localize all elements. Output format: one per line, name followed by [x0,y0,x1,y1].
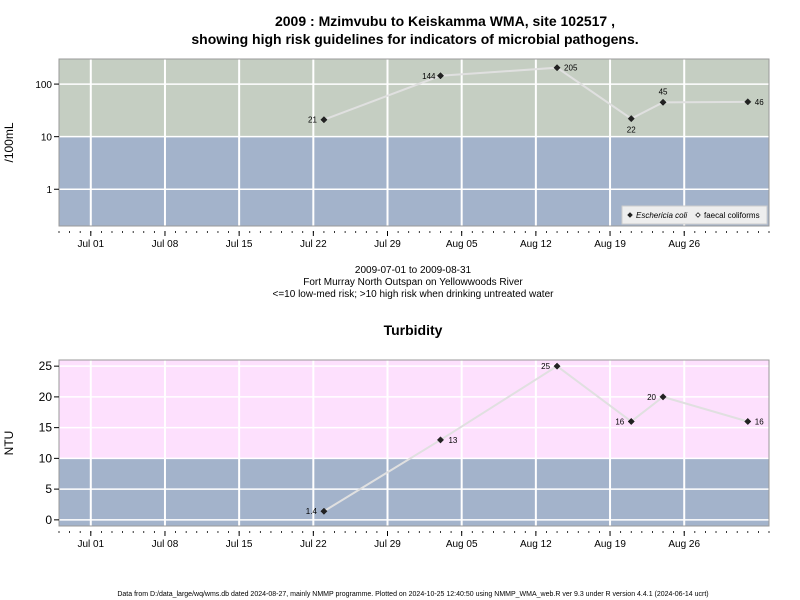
p2-data-point-2 [553,362,561,370]
p1-series-line-0 [323,66,748,121]
p1-legend-marker-0 [627,212,633,218]
p1-x-tick-label-3: Jul 22 [300,239,327,250]
p1-x-tick-label-1: Jul 08 [152,239,179,250]
p1-data-point-1 [436,72,445,80]
p1-data-label-3: 22 [627,126,636,135]
p2-x-tick-label-2: Jul 15 [226,539,253,550]
p2-data-point-3 [627,417,635,426]
p1-data-point-0 [320,116,328,124]
risk-note-text: <=10 low-med risk; >10 high risk when dr… [273,289,555,300]
p1-legend-label-1: faecal coliforms [704,211,760,220]
p2-data-label-0: 1.4 [306,507,318,516]
p1-data-label-2: 205 [564,64,578,73]
p1-x-tick-label-4: Jul 29 [374,239,401,250]
p2-x-tick-label-6: Aug 12 [520,539,552,550]
p2-y-tick-label-2: 10 [39,451,53,465]
p2-x-tick-label-8: Aug 26 [668,539,700,550]
chart-title-line-1: 2009 : Mzimvubu to Keiskamma WMA, site 1… [275,13,615,29]
p1-legend-marker-1 [695,212,701,218]
p1-x-tick-label-0: Jul 01 [77,239,104,250]
p2-x-tick-label-5: Aug 05 [446,539,478,550]
p1-data-point-3 [627,115,635,123]
p2-plot-frame [58,359,770,527]
p2-data-point-5 [744,417,752,426]
p2-high-risk-band [59,360,769,459]
p2-y-tick-label-5: 25 [39,359,53,373]
p2-low-risk-band [59,458,769,526]
turbidity-chart-panel: 0 5 10 15 20 25 NTU Jul 01 Jul 08 Jul 15 Jul 22 Jul… [2,322,770,550]
p2-data-label-4: 20 [647,393,656,402]
p1-data-label-1: 144 [422,72,436,81]
p1-x-tick-label-5: Aug 05 [446,239,478,250]
chart-title-line-2: showing high risk guidelines for indicat… [191,31,638,47]
p1-data-point-5 [744,98,752,106]
p1-data-label-4: 45 [659,87,668,96]
p1-x-tick-label-6: Aug 12 [520,239,552,250]
p2-panel-title: Turbidity [384,322,443,338]
p1-data-label-0: 21 [308,116,317,125]
p2-y-tick-label-1: 5 [45,482,52,496]
p2-x-tick-label-1: Jul 08 [152,539,179,550]
p2-data-point-0 [320,507,328,515]
p2-y-tick-label-0: 0 [45,513,52,527]
footer-note: Data from D:/data_large/wq/wms.db dated … [117,591,708,598]
p1-y-tick-label-1: 10 [41,133,53,144]
p2-data-point-1 [436,436,445,444]
p1-legend-box [621,205,768,225]
p1-plot-frame [58,58,770,227]
p2-y-axis-label: NTU [2,431,16,456]
p1-legend-label-0: Eschericia coli [636,211,687,220]
site-name-text: Fort Murray North Outspan on Yellowwoods… [303,277,523,288]
p2-x-tick-label-0: Jul 01 [77,539,104,550]
p2-x-tick-label-3: Jul 22 [300,539,327,550]
p1-y-tick-label-2: 100 [35,80,52,91]
date-range-text: 2009-07-01 to 2009-08-31 [355,265,472,276]
p1-y-tick-label-0: 1 [46,185,52,196]
p2-data-point-4 [659,393,667,401]
p1-high-risk-band [59,59,769,137]
p1-x-tick-label-7: Aug 19 [594,239,626,250]
p2-y-tick-label-3: 15 [39,421,53,435]
p1-data-point-2 [553,64,561,72]
p2-data-label-2: 25 [541,362,550,371]
p2-data-label-1: 13 [448,436,457,445]
p1-data-point-4 [659,98,667,106]
microbial-chart-panel: 1 10 100/100mL Jul 01 Jul 08 Jul 15 Jul 22 Jul … [2,58,770,250]
p2-series-line-0 [323,364,749,513]
p2-data-label-5: 16 [755,417,764,426]
p2-data-label-3: 16 [615,417,624,426]
p1-y-axis-label: /100mL [2,122,16,162]
p2-x-tick-label-7: Aug 19 [594,539,626,550]
p1-data-label-5: 46 [755,98,764,107]
p2-x-tick-label-4: Jul 29 [374,539,401,550]
p1-x-tick-label-2: Jul 15 [226,239,253,250]
p2-y-tick-label-4: 20 [39,390,53,404]
p1-x-tick-label-8: Aug 26 [668,239,700,250]
